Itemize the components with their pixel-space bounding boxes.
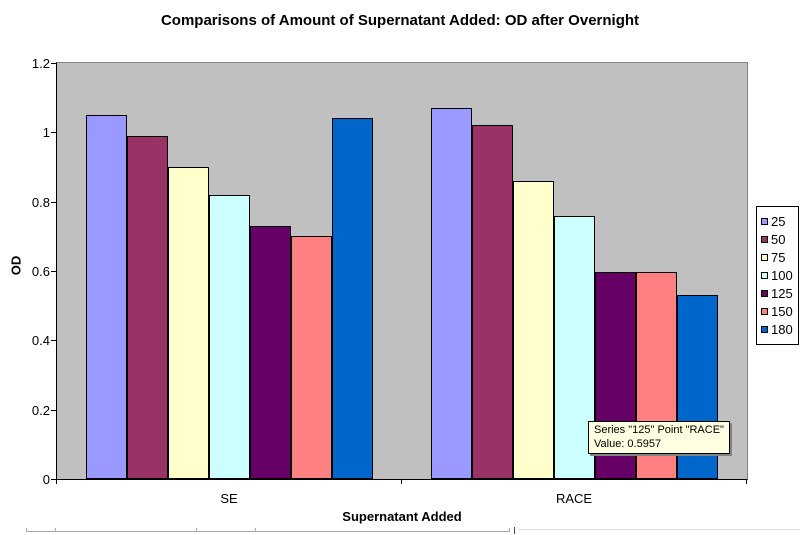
y-axis-tick: [51, 410, 56, 411]
legend-label: 180: [771, 321, 793, 337]
datapoint-tooltip: Series "125" Point "RACE" Value: 0.5957: [588, 421, 730, 454]
legend-item-75[interactable]: 75: [761, 248, 798, 266]
bar-100-RACE[interactable]: [554, 216, 595, 479]
legend-label: 25: [771, 213, 786, 229]
y-axis-tick: [51, 479, 56, 480]
y-tick-label: 0: [42, 472, 50, 487]
y-tick-label: 0.8: [31, 195, 50, 210]
x-axis-tick: [56, 480, 57, 484]
plot-area: [56, 62, 748, 480]
x-axis-title: Supernatant Added: [342, 509, 462, 524]
bar-125-SE[interactable]: [250, 226, 291, 479]
y-tick-label: 0.6: [31, 264, 50, 279]
legend-label: 125: [771, 285, 793, 301]
legend-swatch-icon: [761, 235, 768, 243]
legend-swatch-icon: [761, 271, 768, 279]
legend-item-180[interactable]: 180: [761, 320, 798, 338]
legend-swatch-icon: [761, 217, 768, 225]
bar-100-SE[interactable]: [209, 195, 250, 479]
tooltip-series-point: Series "125" Point "RACE": [594, 424, 724, 436]
bar-180-SE[interactable]: [332, 118, 373, 479]
y-tick-label: 1: [42, 125, 50, 140]
legend-item-125[interactable]: 125: [761, 284, 798, 302]
category-label-se: SE: [220, 491, 238, 506]
bar-25-SE[interactable]: [86, 115, 127, 479]
y-axis-tick: [51, 340, 56, 341]
legend-item-150[interactable]: 150: [761, 302, 798, 320]
legend-swatch-icon: [761, 307, 768, 315]
bar-75-SE[interactable]: [168, 167, 209, 479]
legend-label: 50: [771, 231, 786, 247]
y-axis-tick: [51, 132, 56, 133]
legend-item-100[interactable]: 100: [761, 266, 798, 284]
y-tick-label: 1.2: [31, 56, 50, 71]
bar-150-SE[interactable]: [291, 236, 332, 479]
legend-label: 100: [771, 267, 793, 283]
y-tick-label: 0.2: [31, 403, 50, 418]
x-axis-tick: [401, 480, 402, 484]
bar-25-RACE[interactable]: [431, 108, 472, 479]
y-axis-tick: [51, 271, 56, 272]
y-axis-tick: [51, 63, 56, 64]
bar-75-RACE[interactable]: [513, 181, 554, 479]
bar-50-SE[interactable]: [127, 136, 168, 479]
bar-50-RACE[interactable]: [472, 125, 513, 479]
legend-label: 150: [771, 303, 793, 319]
y-tick-label: 0.4: [31, 333, 50, 348]
legend-item-25[interactable]: 25: [761, 212, 798, 230]
legend-swatch-icon: [761, 289, 768, 297]
y-axis-tick: [51, 202, 56, 203]
legend-swatch-icon: [761, 253, 768, 261]
legend-item-50[interactable]: 50: [761, 230, 798, 248]
category-label-race: RACE: [555, 491, 593, 506]
legend-swatch-icon: [761, 325, 768, 333]
legend-label: 75: [771, 249, 786, 265]
x-axis-tick: [746, 480, 747, 484]
legend[interactable]: 25 50 75 100 125 150 180: [756, 206, 799, 345]
tooltip-value: Value: 0.5957: [594, 438, 662, 450]
chart-title: Comparisons of Amount of Supernatant Add…: [160, 12, 640, 29]
